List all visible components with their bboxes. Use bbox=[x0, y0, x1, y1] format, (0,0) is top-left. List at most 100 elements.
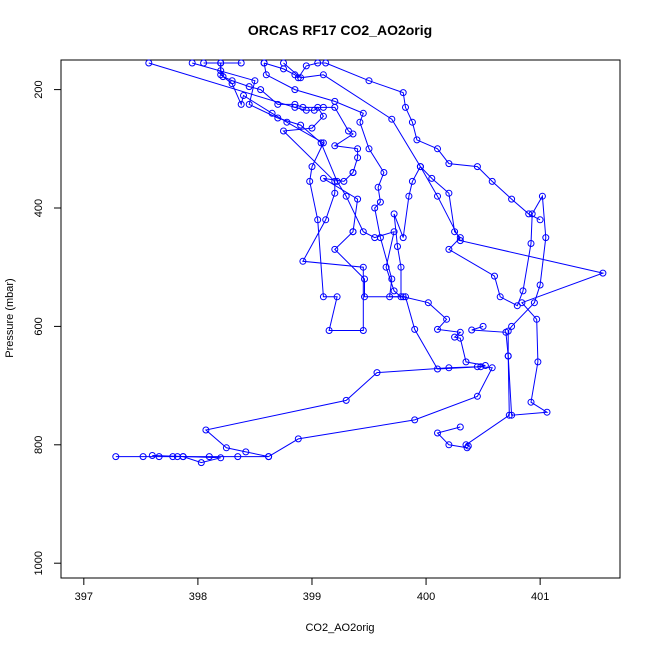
data-point bbox=[428, 174, 436, 182]
data-point bbox=[502, 328, 510, 336]
data-point bbox=[319, 112, 327, 120]
y-tick-label: 200 bbox=[33, 80, 45, 98]
data-point bbox=[390, 210, 398, 218]
plot-area bbox=[112, 59, 607, 467]
data-point bbox=[331, 189, 339, 197]
data-point bbox=[481, 362, 489, 369]
data-point bbox=[314, 59, 322, 67]
data-point bbox=[518, 299, 526, 307]
x-tick-label: 398 bbox=[189, 591, 207, 603]
data-point bbox=[294, 435, 302, 443]
series-line-3 bbox=[148, 62, 364, 331]
data-point bbox=[308, 124, 316, 132]
data-point bbox=[139, 453, 147, 461]
data-point bbox=[473, 392, 481, 400]
data-point bbox=[542, 234, 550, 242]
data-point bbox=[331, 142, 339, 150]
data-point bbox=[308, 163, 316, 171]
data-point bbox=[240, 92, 247, 99]
data-point bbox=[451, 228, 459, 236]
data-point bbox=[217, 454, 225, 462]
data-point bbox=[322, 59, 330, 67]
data-point bbox=[188, 59, 196, 67]
data-point bbox=[354, 195, 362, 203]
data-point bbox=[365, 77, 373, 85]
data-point bbox=[333, 293, 341, 301]
data-point bbox=[268, 109, 276, 117]
data-point bbox=[527, 398, 535, 406]
series-line-4 bbox=[263, 62, 541, 221]
data-point bbox=[112, 453, 120, 461]
data-point bbox=[599, 269, 607, 277]
data-point bbox=[376, 234, 384, 242]
data-point bbox=[242, 448, 250, 456]
data-point bbox=[479, 322, 487, 330]
data-point bbox=[456, 328, 464, 336]
data-point bbox=[319, 293, 327, 301]
data-point bbox=[325, 327, 333, 334]
data-point bbox=[228, 80, 236, 88]
data-point bbox=[434, 365, 441, 373]
data-point bbox=[496, 293, 504, 301]
data-point bbox=[538, 192, 546, 200]
x-tick-label: 401 bbox=[531, 591, 549, 603]
y-tick-label: 400 bbox=[33, 199, 45, 217]
data-point bbox=[445, 245, 453, 253]
data-point bbox=[477, 363, 485, 371]
data-point bbox=[291, 103, 299, 111]
data-point bbox=[291, 86, 299, 94]
data-point bbox=[382, 263, 390, 271]
data-point bbox=[536, 216, 544, 224]
data-point bbox=[445, 160, 453, 168]
data-point bbox=[359, 109, 367, 117]
x-tick-label: 399 bbox=[303, 591, 321, 603]
data-point bbox=[234, 453, 242, 461]
x-tick-label: 400 bbox=[417, 591, 435, 603]
data-point bbox=[219, 73, 227, 81]
data-point bbox=[402, 103, 409, 111]
data-point bbox=[331, 245, 339, 253]
data-point bbox=[462, 358, 470, 366]
data-point bbox=[388, 275, 396, 283]
data-point bbox=[331, 97, 339, 105]
data-point bbox=[525, 210, 533, 218]
data-point bbox=[527, 240, 535, 247]
data-point bbox=[434, 325, 441, 333]
series-line-2 bbox=[192, 62, 605, 416]
data-point bbox=[394, 243, 401, 250]
data-point bbox=[365, 145, 373, 153]
data-point bbox=[148, 452, 156, 459]
data-point bbox=[217, 59, 225, 67]
data-point bbox=[371, 204, 379, 212]
y-tick-label: 600 bbox=[33, 317, 45, 335]
data-point bbox=[533, 315, 541, 323]
data-point bbox=[314, 216, 322, 224]
data-point bbox=[342, 192, 350, 200]
data-point bbox=[519, 287, 527, 295]
plot-frame bbox=[60, 59, 621, 579]
data-point bbox=[260, 59, 268, 67]
data-point bbox=[376, 198, 384, 206]
y-axis: 200 400 600 800 1000 bbox=[33, 80, 61, 575]
data-point bbox=[536, 281, 544, 289]
data-point bbox=[322, 216, 330, 224]
data-point bbox=[314, 103, 322, 111]
data-point bbox=[245, 83, 253, 91]
data-point bbox=[274, 100, 282, 108]
data-point bbox=[468, 326, 476, 334]
data-point bbox=[443, 315, 451, 323]
data-point bbox=[297, 121, 305, 129]
data-point bbox=[354, 145, 362, 153]
data-point bbox=[445, 189, 453, 197]
data-point bbox=[408, 177, 416, 185]
data-point bbox=[434, 192, 441, 200]
data-point bbox=[374, 183, 382, 191]
data-point bbox=[488, 364, 496, 372]
data-point bbox=[488, 177, 496, 185]
data-point bbox=[302, 106, 310, 114]
data-point bbox=[237, 59, 245, 67]
data-point bbox=[361, 293, 368, 301]
data-point bbox=[317, 139, 325, 147]
data-point bbox=[345, 127, 352, 135]
